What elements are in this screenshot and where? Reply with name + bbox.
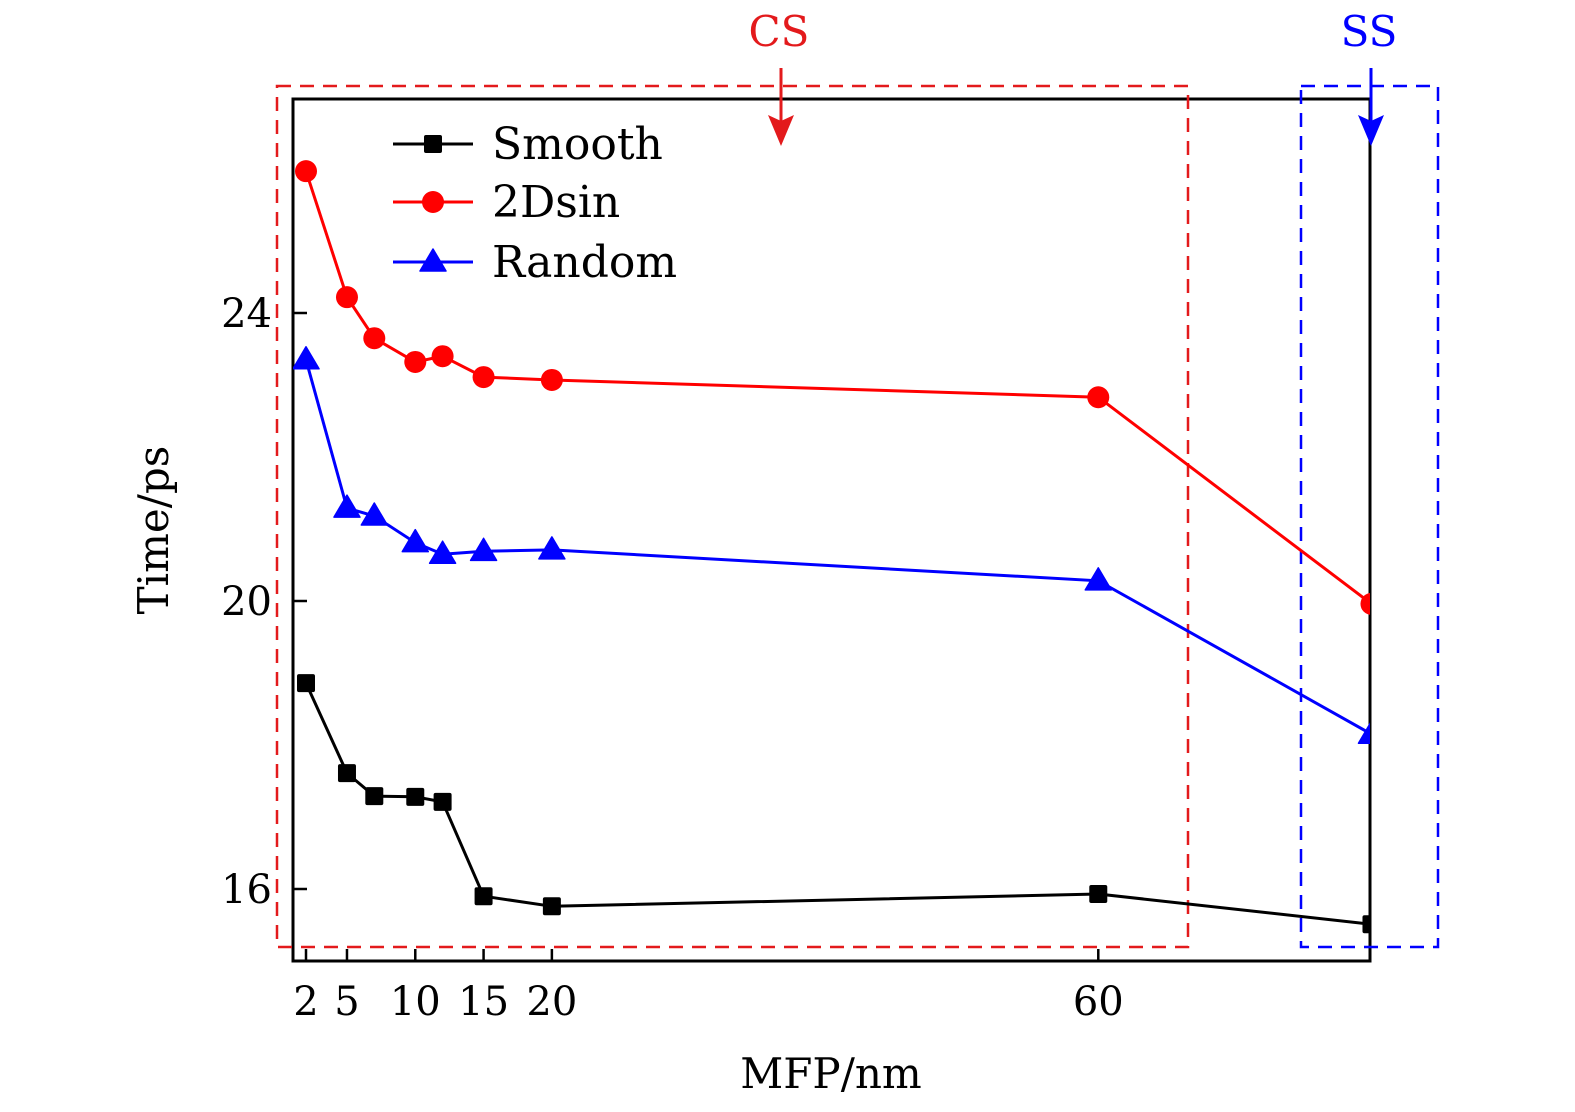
x-tick-label: 2 (293, 979, 318, 1025)
2dsin-point (540, 368, 563, 391)
random-point (469, 537, 498, 562)
2dsin-point (335, 286, 358, 309)
cs-region-label: CS (749, 7, 810, 56)
2dsin-point (472, 366, 495, 389)
cs-region-box (275, 84, 1190, 949)
legend-label: Smooth (492, 119, 663, 170)
smooth-point (474, 887, 493, 906)
legend: Smooth 2Dsin Random (393, 119, 677, 288)
random-point (538, 536, 566, 560)
y-axis: 16 20 24 (221, 291, 307, 913)
smooth-point (406, 787, 425, 806)
ss-region-label: SS (1341, 7, 1398, 56)
x-tick-label: 20 (526, 979, 577, 1025)
legend-item-smooth: Smooth (393, 119, 663, 170)
smooth-point (365, 787, 384, 806)
cs-arrow-icon (768, 115, 794, 146)
x-tick-label: 15 (458, 979, 509, 1025)
legend-marker-circle-icon (422, 191, 444, 213)
random-point (333, 494, 361, 518)
random-point (293, 346, 320, 370)
ss-arrow-icon (1358, 115, 1384, 146)
2dsin-point (404, 350, 427, 373)
y-tick-label: 16 (221, 867, 272, 913)
x-axis: 2 5 10 15 20 60 (293, 949, 1124, 1025)
ss-region-box (1299, 84, 1440, 949)
series-random (293, 346, 1370, 744)
y-tick-label: 24 (221, 291, 272, 337)
x-tick-label: 5 (334, 979, 359, 1025)
legend-marker-square-icon (424, 135, 442, 153)
plot-area (291, 97, 1372, 963)
smooth-point (297, 674, 315, 693)
2dsin-point (431, 345, 454, 368)
legend-item-2dsin: 2Dsin (393, 177, 620, 228)
smooth-line (304, 682, 1370, 926)
2dsin-point (295, 160, 317, 183)
smooth-point (1089, 885, 1108, 904)
random-point (428, 540, 457, 564)
x-tick-label: 10 (390, 979, 441, 1025)
x-axis-label: MFP/nm (740, 1049, 921, 1098)
legend-marker-triangle-icon (419, 248, 447, 272)
series-2dsin (295, 160, 1370, 615)
2dsin-point (1087, 386, 1110, 409)
legend-label: Random (492, 237, 677, 288)
smooth-point (337, 764, 356, 783)
smooth-point (1362, 915, 1370, 934)
legend-item-random: Random (393, 237, 677, 288)
random-point (1084, 567, 1113, 591)
y-axis-label: Time/ps (129, 446, 178, 615)
2dsin-point (1360, 592, 1370, 615)
smooth-point (542, 897, 561, 916)
2dsin-line (304, 170, 1370, 605)
legend-label: 2Dsin (492, 177, 620, 228)
series (293, 160, 1370, 934)
y-tick-label: 20 (221, 579, 272, 625)
x-tick-label: 60 (1073, 979, 1124, 1025)
random-point (360, 502, 389, 526)
random-point (1357, 722, 1370, 744)
series-smooth (297, 674, 1370, 934)
region-annotations: CS SS (275, 7, 1440, 949)
smooth-point (433, 792, 452, 811)
2dsin-point (363, 327, 386, 350)
random-point (401, 528, 430, 553)
random-line (304, 359, 1370, 736)
